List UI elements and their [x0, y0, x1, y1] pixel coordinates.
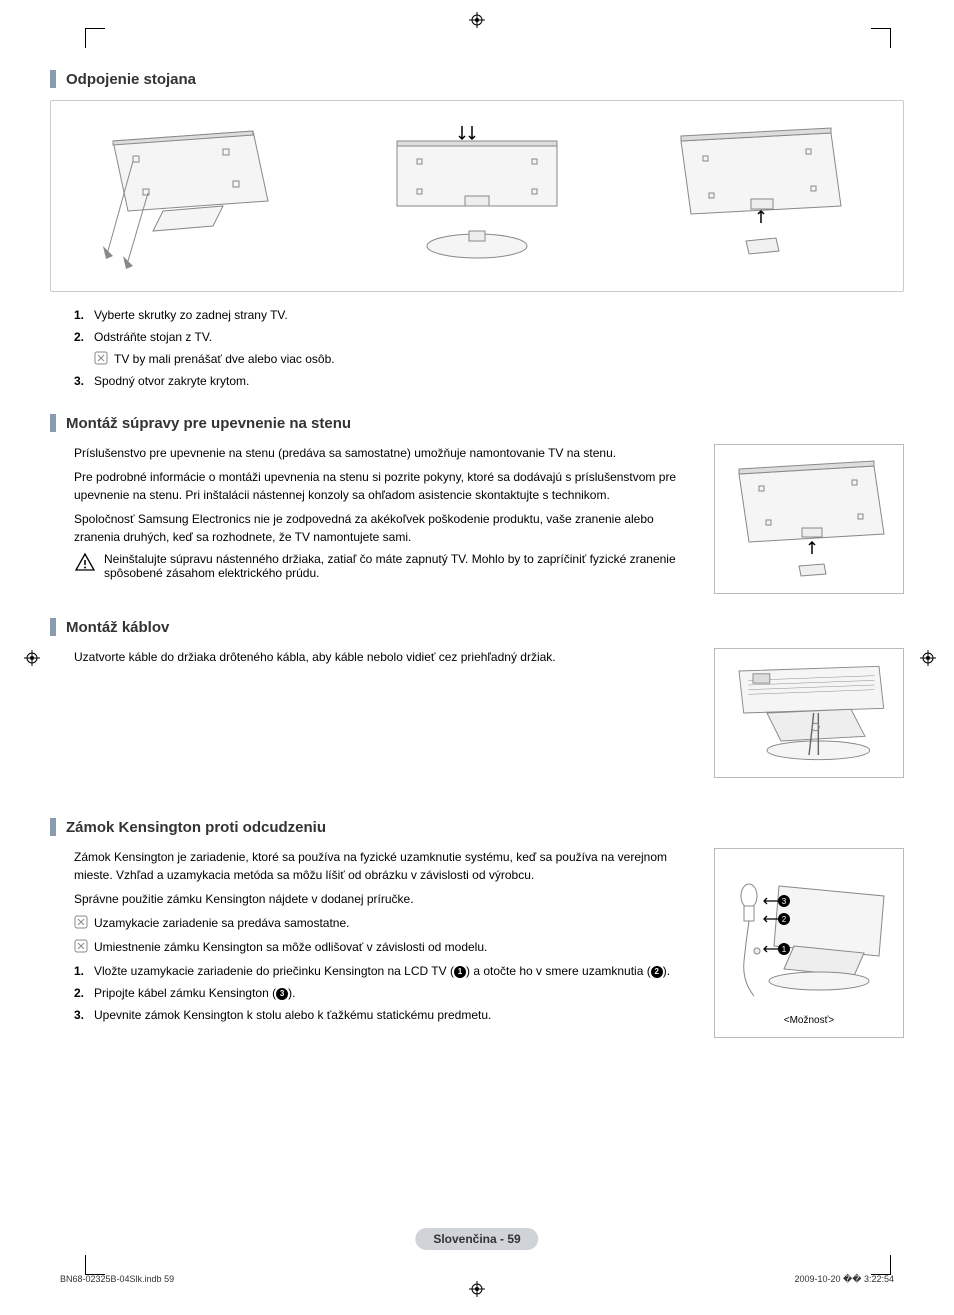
page-content: Odpojenie stojana [0, 0, 954, 1038]
stand-diagrams [50, 100, 904, 292]
heading-text: Zámok Kensington proti odcudzeniu [66, 819, 326, 836]
warning-icon [74, 552, 96, 572]
section-heading-wallmount: Montáž súpravy pre upevnenie na stenu [50, 414, 904, 432]
svg-text:3: 3 [782, 897, 787, 906]
cables-figure [714, 648, 904, 778]
diagram-step2 [377, 111, 577, 271]
crop-mark-tl [85, 28, 105, 48]
note-text: TV by mali prenášať dve alebo viac osôb. [114, 350, 335, 368]
figure-caption: <Možnosť> [784, 1015, 834, 1026]
step-number: 2. [74, 328, 94, 368]
circled-3-icon: 3 [276, 988, 288, 1000]
circled-2-icon: 2 [651, 966, 663, 978]
step-number: 3. [74, 1006, 94, 1024]
footer-meta: BN68-02325B-04Slk.indb 59 2009-10-20 �� … [60, 1274, 894, 1285]
crop-mark-tr [871, 28, 891, 48]
step-text: Spodný otvor zakryte krytom. [94, 372, 904, 390]
crop-mark-br [871, 1255, 891, 1275]
step-text: Upevnite zámok Kensington k stolu alebo … [94, 1006, 694, 1024]
list-item: 1. Vložte uzamykacie zariadenie do prieč… [74, 962, 694, 980]
note-line: TV by mali prenášať dve alebo viac osôb. [94, 350, 904, 368]
page-footer-badge: Slovenčina - 59 [415, 1228, 538, 1250]
heading-text: Odpojenie stojana [66, 71, 196, 88]
body-text: Správne použitie zámku Kensington nájdet… [50, 890, 694, 908]
body-text: Príslušenstvo pre upevnenie na stenu (pr… [50, 444, 694, 462]
list-item: 1. Vyberte skrutky zo zadnej strany TV. [74, 306, 904, 324]
section-heading-stand: Odpojenie stojana [50, 70, 904, 88]
step-text: Pripojte kábel zámku Kensington (3). [94, 984, 694, 1002]
diagram-step1 [93, 111, 293, 271]
wallmount-content: Príslušenstvo pre upevnenie na stenu (pr… [50, 444, 904, 594]
heading-text: Montáž káblov [66, 619, 169, 636]
step-text: Odstráňte stojan z TV. [94, 330, 212, 344]
section-heading-cables: Montáž káblov [50, 618, 904, 636]
list-item: 3. Spodný otvor zakryte krytom. [74, 372, 904, 390]
heading-bar-icon [50, 618, 56, 636]
diagram-step3 [661, 111, 861, 271]
svg-text:2: 2 [782, 915, 787, 924]
note-line: Uzamykacie zariadenie sa predáva samosta… [50, 914, 694, 932]
step-text: Vložte uzamykacie zariadenie do priečink… [94, 962, 694, 980]
heading-bar-icon [50, 414, 56, 432]
registration-mark-right [920, 650, 936, 666]
section-heading-kensington: Zámok Kensington proti odcudzeniu [50, 818, 904, 836]
step-number: 3. [74, 372, 94, 390]
heading-bar-icon [50, 70, 56, 88]
warning-row: Neinštalujte súpravu nástenného držiaka,… [50, 552, 694, 580]
svg-text:1: 1 [782, 945, 787, 954]
crop-mark-bl [85, 1255, 105, 1275]
heading-bar-icon [50, 818, 56, 836]
kensington-content: Zámok Kensington je zariadenie, ktoré sa… [50, 848, 904, 1038]
note-icon [74, 939, 88, 953]
step-number: 1. [74, 962, 94, 980]
footer-file: BN68-02325B-04Slk.indb 59 [60, 1274, 174, 1285]
heading-text: Montáž súpravy pre upevnenie na stenu [66, 415, 351, 432]
step-text: Vyberte skrutky zo zadnej strany TV. [94, 306, 904, 324]
step-number: 1. [74, 306, 94, 324]
body-text: Spoločnosť Samsung Electronics nie je zo… [50, 510, 694, 546]
list-item: 2. Odstráňte stojan z TV. TV by mali pre… [74, 328, 904, 368]
note-line: Umiestnenie zámku Kensington sa môže odl… [50, 938, 694, 956]
circled-1-icon: 1 [454, 966, 466, 978]
list-item: 3. Upevnite zámok Kensington k stolu ale… [74, 1006, 694, 1024]
registration-mark-left [24, 650, 40, 666]
note-text: Umiestnenie zámku Kensington sa môže odl… [94, 938, 487, 956]
note-text: Uzamykacie zariadenie sa predáva samosta… [94, 914, 349, 932]
body-text: Uzatvorte káble do držiaka drôteného káb… [50, 648, 694, 666]
cables-content: Uzatvorte káble do držiaka drôteného káb… [50, 648, 904, 778]
stand-steps: 1. Vyberte skrutky zo zadnej strany TV. … [50, 306, 904, 390]
list-item: 2. Pripojte kábel zámku Kensington (3). [74, 984, 694, 1002]
wallmount-figure [714, 444, 904, 594]
note-icon [94, 351, 108, 365]
body-text: Pre podrobné informácie o montáži upevne… [50, 468, 694, 504]
kensington-figure: 3 2 1 <Možnosť> [714, 848, 904, 1038]
warning-text: Neinštalujte súpravu nástenného držiaka,… [104, 552, 694, 580]
note-icon [74, 915, 88, 929]
footer-date: 2009-10-20 �� 3:22:54 [794, 1274, 894, 1285]
body-text: Zámok Kensington je zariadenie, ktoré sa… [50, 848, 694, 884]
step-number: 2. [74, 984, 94, 1002]
registration-mark-top [469, 12, 485, 28]
